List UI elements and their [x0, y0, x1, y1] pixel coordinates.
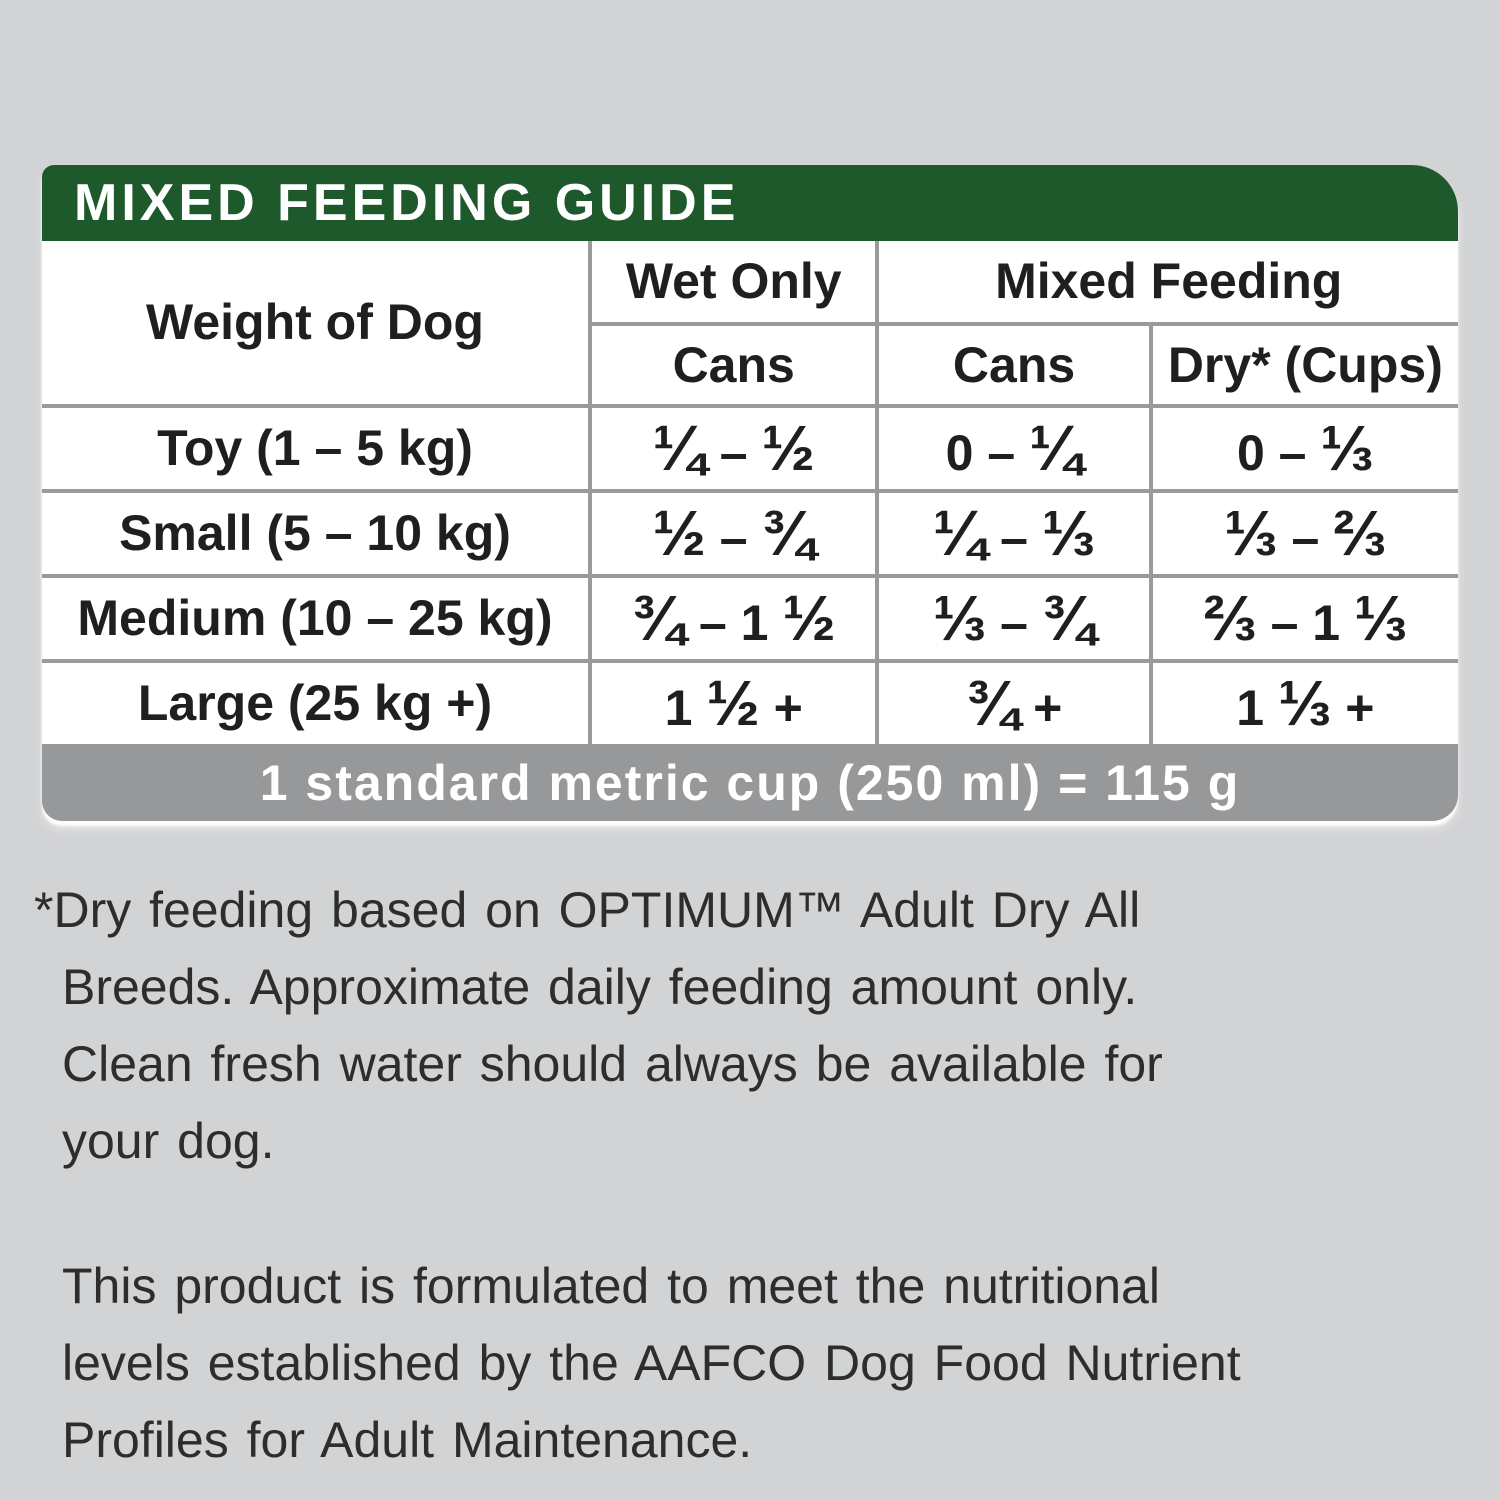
column-header-weight-of-dog: Weight of Dog: [42, 239, 592, 408]
column-header-mixed-feeding: Mixed Feeding: [875, 239, 1458, 326]
footnotes: *Dry feeding based on OPTIMUM™ Adult Dry…: [34, 872, 1474, 1479]
mixed-cans-value: ¼ – ⅓: [875, 489, 1153, 578]
mixed-cans-value: ⅓ – ¾: [875, 574, 1153, 663]
weight-label: Small (5 – 10 kg): [42, 489, 592, 578]
footnote-aafco: This product is formulated to meet the n…: [62, 1258, 1241, 1468]
metric-cup-note: 1 standard metric cup (250 ml) = 115 g: [259, 754, 1241, 811]
table-group-header-row: Weight of Dog Wet Only Mixed Feeding: [42, 239, 1458, 408]
mixed-cans-value: 0 – ¼: [875, 404, 1153, 493]
sub-header-mixed-cans: Cans: [875, 322, 1153, 408]
wet-only-cans-value: 1 ½ +: [587, 659, 880, 746]
table-row-toy: Toy (1 – 5 kg) ¼ – ½ 0 – ¼ 0 – ⅓: [42, 404, 1458, 493]
sub-header-dry-cups: Dry* (Cups): [1148, 322, 1458, 408]
weight-label: Toy (1 – 5 kg): [42, 404, 592, 493]
mixed-cans-value: ¾ +: [875, 659, 1153, 746]
sub-header-wet-cans: Cans: [587, 322, 880, 408]
wet-only-cans-value: ¼ – ½: [587, 404, 880, 493]
feeding-guide-header: MIXED FEEDING GUIDE: [42, 165, 1458, 241]
footnote-dry-feeding: *Dry feeding based on OPTIMUM™ Adult Dry…: [34, 882, 1163, 1169]
table-row-small: Small (5 – 10 kg) ½ – ¾ ¼ – ⅓ ⅓ – ⅔: [42, 489, 1458, 578]
mixed-dry-cups-value: 0 – ⅓: [1148, 404, 1458, 493]
feeding-guide-table: Weight of Dog Wet Only Mixed Feeding Can…: [42, 239, 1458, 746]
weight-label: Large (25 kg +): [42, 659, 592, 746]
feeding-guide-title: MIXED FEEDING GUIDE: [74, 174, 740, 232]
metric-cup-note-bar: 1 standard metric cup (250 ml) = 115 g: [42, 744, 1458, 821]
weight-label: Medium (10 – 25 kg): [42, 574, 592, 663]
table-sub-header-row: Cans Cans Dry* (Cups): [42, 322, 1458, 408]
column-header-wet-only: Wet Only: [587, 239, 880, 326]
wet-only-cans-value: ½ – ¾: [587, 489, 880, 578]
mixed-dry-cups-value: ⅔ – 1 ⅓: [1148, 574, 1458, 663]
mixed-dry-cups-value: ⅓ – ⅔: [1148, 489, 1458, 578]
feeding-guide-card: MIXED FEEDING GUIDE Weight of Dog Wet On…: [42, 165, 1458, 821]
table-row-medium: Medium (10 – 25 kg) ¾ – 1 ½ ⅓ – ¾ ⅔ – 1 …: [42, 574, 1458, 663]
wet-only-cans-value: ¾ – 1 ½: [587, 574, 880, 663]
mixed-dry-cups-value: 1 ⅓ +: [1148, 659, 1458, 746]
table-row-large: Large (25 kg +) 1 ½ + ¾ + 1 ⅓ +: [42, 659, 1458, 746]
